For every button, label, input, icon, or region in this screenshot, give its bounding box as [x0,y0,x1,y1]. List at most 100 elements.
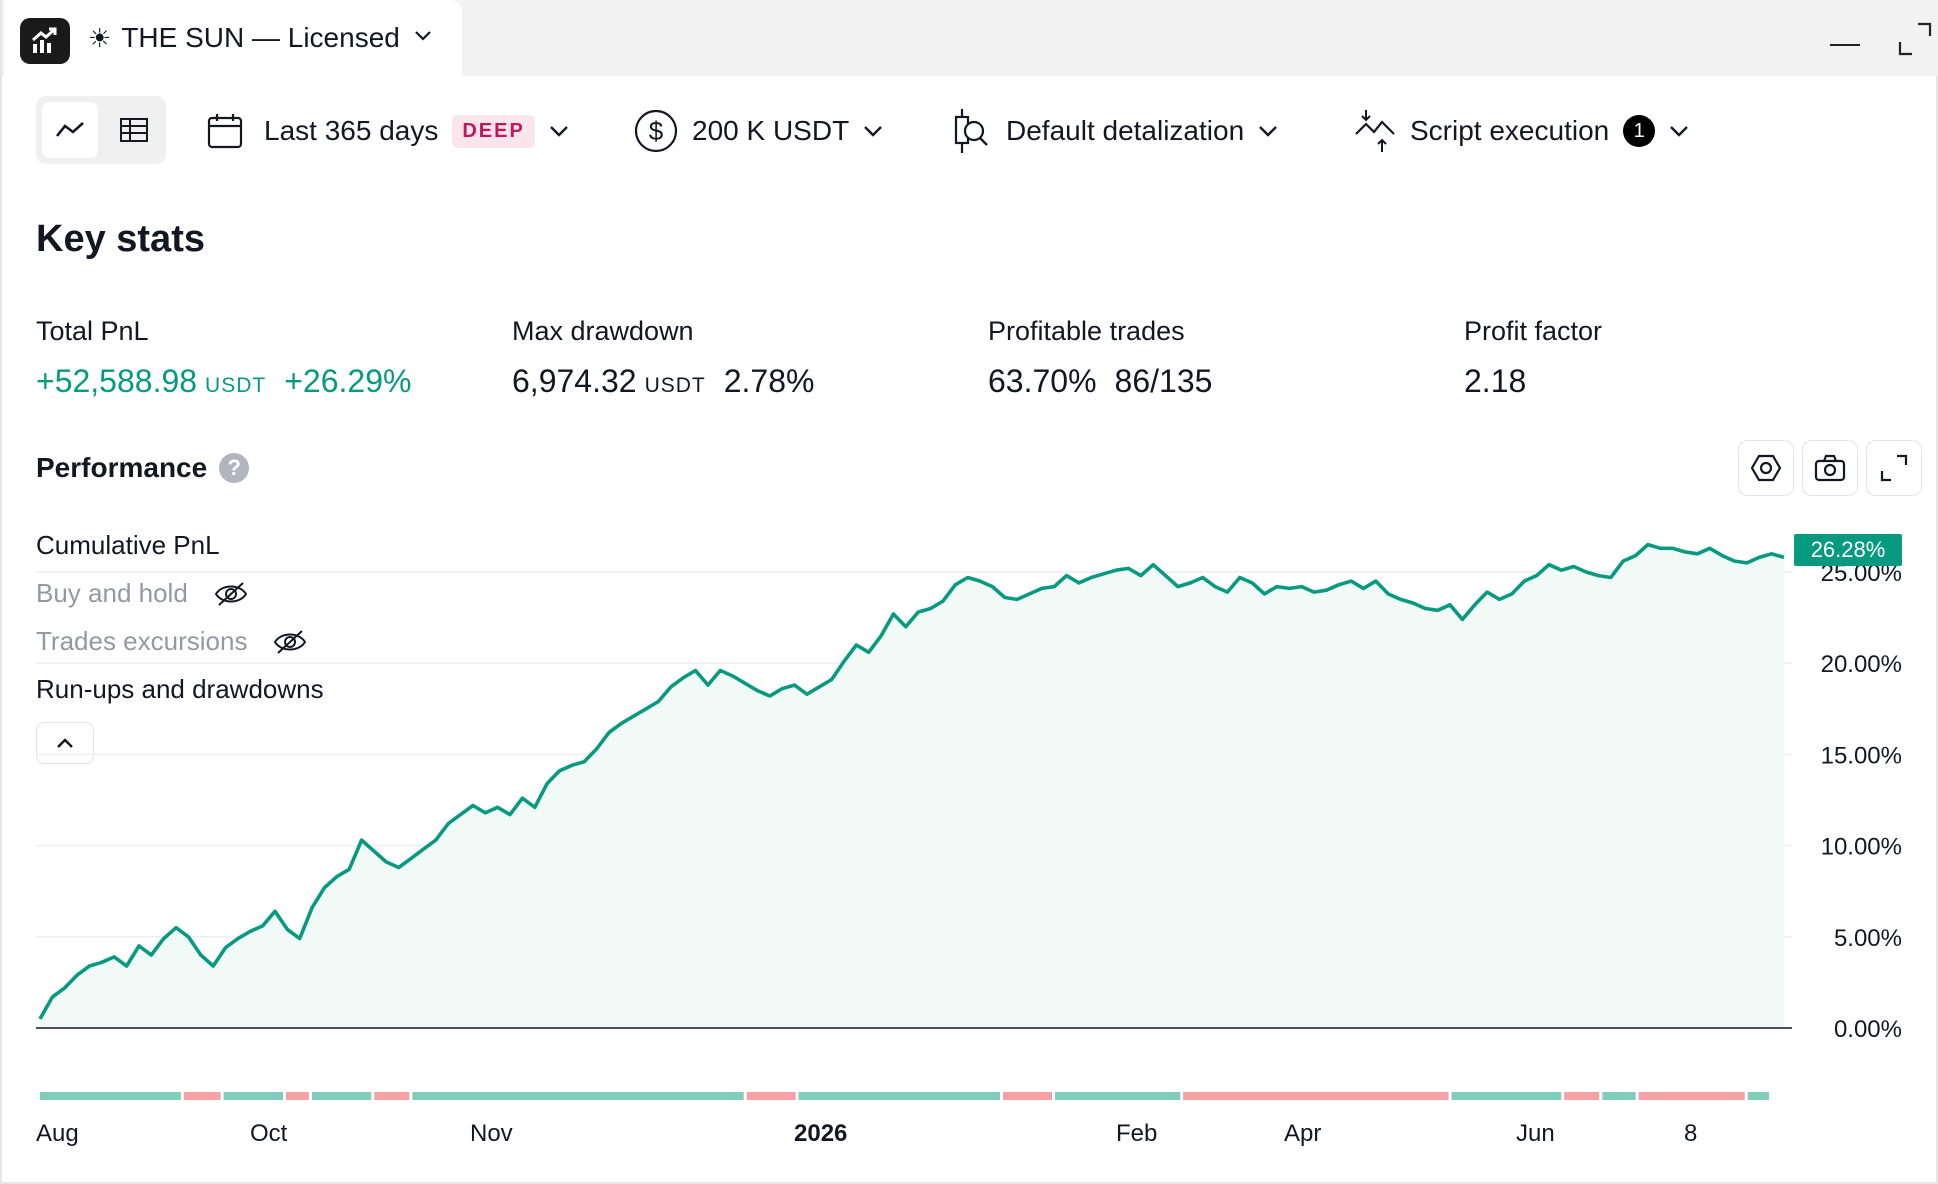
legend-trades-excursions[interactable]: Trades excursions [36,626,307,657]
legend-buy-and-hold[interactable]: Buy and hold [36,578,248,609]
last-value-label: 26.28% [1794,534,1902,566]
runup-bar [798,1092,1000,1100]
stat-label: Max drawdown [512,316,694,346]
script-count-badge: 1 [1623,115,1656,147]
profitable-trades-percent: 63.70% [988,363,1097,399]
tab-title: ☀ THE SUN — Licensed [88,22,400,54]
candle-search-icon [954,109,988,153]
x-tick-label: Nov [470,1120,513,1147]
runup-bar [311,1092,372,1100]
cumulative-pnl-area [40,544,1784,1028]
y-tick-label: 15.00% [1821,742,1902,769]
date-range-dropdown[interactable]: Last 365 days DEEP [206,104,569,158]
legend-label: Trades excursions [36,626,248,656]
chevron-down-icon[interactable] [414,30,432,42]
screenshot-button[interactable] [1802,440,1858,496]
drawdown-bar [374,1092,410,1100]
drawdown-bar [1003,1092,1052,1100]
chart-view-button[interactable] [42,102,98,158]
legend-label: Run-ups and drawdowns [36,674,324,704]
y-tick-label: 5.00% [1834,925,1902,952]
runup-bar [223,1092,283,1100]
drawdown-bar [1564,1092,1600,1100]
eye-off-icon[interactable] [273,629,307,655]
table-icon [120,118,148,142]
runup-bar [1602,1092,1636,1100]
legend-runups-drawdowns[interactable]: Run-ups and drawdowns [36,674,324,705]
profitable-trades-ratio: 86/135 [1114,363,1213,399]
legend-cumulative-pnl[interactable]: Cumulative PnL [36,530,220,561]
y-tick-label: 20.00% [1821,651,1902,678]
legend-label: Cumulative PnL [36,530,220,560]
drawdown-bar [1183,1092,1449,1100]
performance-chart: 0.00%5.00%10.00%15.00%20.00%25.00% [36,542,1902,1100]
dollar-icon: $ [634,109,678,153]
table-view-button[interactable] [106,102,162,158]
stat-value: 63.70% 86/135 [988,363,1212,400]
collapse-legend-button[interactable] [36,722,94,764]
detalization-label: Default detalization [1006,115,1245,146]
script-execution-label: Script execution [1410,115,1610,146]
app-logo-icon [20,18,70,64]
max-drawdown-value: 6,974.32 [512,363,637,399]
stat-total-pnl: Total PnL +52,588.98 USDT +26.29% [36,316,411,400]
view-toggle [36,96,166,164]
eye-off-icon[interactable] [214,581,248,607]
help-icon[interactable]: ? [219,453,250,483]
fullscreen-button[interactable] [1866,440,1922,496]
x-tick-label: Aug [36,1120,79,1147]
maximize-button[interactable] [1898,22,1932,56]
stat-value: +52,588.98 USDT +26.29% [36,363,411,400]
x-tick-label: Oct [250,1120,288,1147]
total-pnl-unit: USDT [205,374,267,397]
stat-value: 2.18 [1464,363,1602,400]
chevron-up-icon [57,738,73,748]
stat-profitable-trades: Profitable trades 63.70% 86/135 [988,316,1212,400]
tab-title-text: THE SUN — Licensed [121,22,400,53]
capital-dropdown[interactable]: $ 200 K USDT [634,104,883,158]
drawdown-bar [746,1092,796,1100]
x-tick-label: Jun [1516,1120,1555,1147]
performance-title-text: Performance [36,452,208,483]
gear-icon [1750,454,1782,482]
y-tick-label: 0.00% [1834,1016,1902,1043]
stat-max-drawdown: Max drawdown 6,974.32 USDT 2.78% [512,316,814,400]
date-range-label: Last 365 days [264,115,439,146]
runup-bar [40,1092,181,1100]
stat-value: 6,974.32 USDT 2.78% [512,363,814,400]
chevron-down-icon [1259,126,1278,137]
runup-bar [1451,1092,1562,1100]
capital-label: 200 K USDT [692,115,850,146]
max-drawdown-unit: USDT [644,374,706,397]
runup-bar [1747,1092,1769,1100]
total-pnl-value: +52,588.98 [36,363,198,399]
x-tick-label: Feb [1116,1120,1158,1147]
chevron-down-icon [1670,126,1689,137]
minimize-button[interactable] [1830,44,1860,46]
camera-icon [1814,454,1846,482]
stat-label: Profitable trades [988,316,1185,346]
calendar-icon [207,114,243,149]
x-tick-label: 8 [1684,1120,1698,1147]
stat-label: Total PnL [36,316,149,346]
chevron-down-icon [864,126,883,137]
drawdown-bar [183,1092,221,1100]
script-execution-dropdown[interactable]: Script execution 1 [1354,104,1689,158]
runup-bar [1055,1092,1181,1100]
chart-settings-button[interactable] [1738,440,1794,496]
performance-title: Performance ? [36,452,250,484]
drawdown-bar [1638,1092,1745,1100]
expand-icon [1880,454,1908,482]
cumulative-pnl-line [38,542,1785,1020]
x-tick-label: 2026 [794,1120,848,1147]
stat-profit-factor: Profit factor 2.18 [1464,316,1602,400]
total-pnl-percent: +26.29% [284,363,412,399]
drawdown-bar [285,1092,309,1100]
window-tab[interactable]: ☀ THE SUN — Licensed [4,0,462,78]
x-tick-label: Apr [1284,1120,1322,1147]
chevron-down-icon [549,126,568,137]
runup-bar [412,1092,744,1100]
detalization-dropdown[interactable]: Default detalization [952,104,1278,158]
y-tick-label: 10.00% [1821,834,1902,861]
svg-text:$: $ [649,116,664,146]
